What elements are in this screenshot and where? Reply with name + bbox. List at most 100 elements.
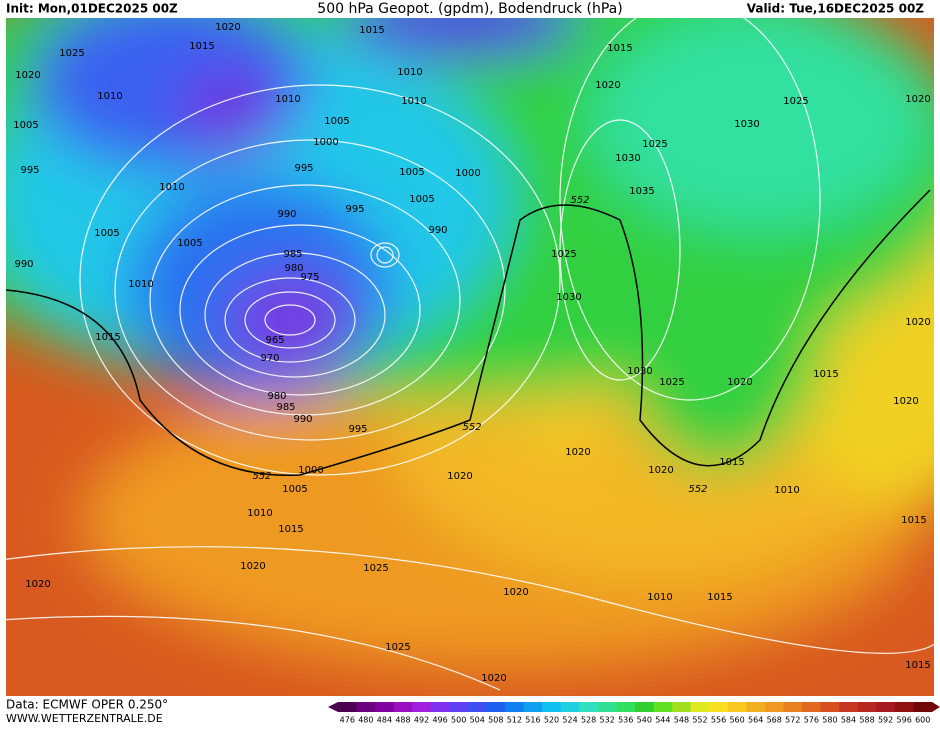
colorbar-label: 532 — [600, 716, 615, 725]
colorbar-swatch — [820, 702, 840, 712]
colorbar-label: 588 — [859, 716, 874, 725]
contour-label: 552 — [252, 471, 271, 482]
colorbar-swatch — [894, 702, 914, 712]
isobar-label: 1010 — [774, 485, 799, 496]
colorbar-label: 556 — [711, 716, 726, 725]
colorbar-label: 540 — [637, 716, 652, 725]
colorbar-swatch — [690, 702, 710, 712]
isobar-label: 1010 — [397, 67, 422, 78]
isobar-label: 1025 — [59, 48, 84, 59]
colorbar-swatch — [839, 702, 859, 712]
isobar-label: 1035 — [629, 186, 654, 197]
isobar-label: 1020 — [25, 579, 50, 590]
isobar-label: 1025 — [363, 563, 388, 574]
valid-time: Valid: Tue,16DEC2025 00Z — [747, 2, 925, 16]
colorbar-label: 524 — [562, 716, 577, 725]
isobar-label: 1005 — [399, 167, 424, 178]
isobar-label: 1025 — [783, 96, 808, 107]
isobar-label: 1015 — [707, 592, 732, 603]
colorbar-swatch — [783, 702, 803, 712]
colorbar-label: 516 — [525, 716, 540, 725]
isobar-label: 1015 — [905, 660, 930, 671]
isobar-label: 1015 — [189, 41, 214, 52]
colorbar-swatch — [393, 702, 413, 712]
isobar-label: 1030 — [615, 153, 640, 164]
colorbar-label: 584 — [841, 716, 856, 725]
isobar-label: 1005 — [13, 120, 38, 131]
isobar-label: 1000 — [313, 137, 338, 148]
colorbar-label: 496 — [432, 716, 447, 725]
isobar-label: 990 — [293, 414, 312, 425]
isobar-label: 1005 — [409, 194, 434, 205]
isobar-label: 965 — [265, 335, 284, 346]
contour-label: 552 — [570, 195, 589, 206]
isobar-label: 1025 — [659, 377, 684, 388]
colorbar-label: 552 — [692, 716, 707, 725]
colorbar-swatch — [505, 702, 525, 712]
isobar-label: 985 — [276, 402, 295, 413]
isobar-label: 1020 — [565, 447, 590, 458]
colorbar-label: 500 — [451, 716, 466, 725]
colorbar-swatch — [356, 702, 376, 712]
isobar-label: 995 — [20, 165, 39, 176]
colorbar-arrow-right — [932, 702, 940, 712]
colorbar-label: 476 — [340, 716, 355, 725]
contour-label: 552 — [462, 422, 481, 433]
contour-label: 552 — [688, 484, 707, 495]
isobar-label: 1000 — [298, 465, 323, 476]
colorbar-label: 548 — [674, 716, 689, 725]
isobar-label: 1010 — [647, 592, 672, 603]
isobar-label: 1020 — [481, 673, 506, 684]
isobar-label: 1030 — [734, 119, 759, 130]
colorbar-label: 504 — [470, 716, 485, 725]
colorbar-label: 536 — [618, 716, 633, 725]
isobar-label: 1005 — [177, 238, 202, 249]
colorbar-swatch — [412, 702, 432, 712]
colorbar-swatch — [467, 702, 487, 712]
colorbar-label: 580 — [822, 716, 837, 725]
isobar-label: 1025 — [385, 642, 410, 653]
map-title: 500 hPa Geopot. (gpdm), Bodendruck (hPa) — [317, 1, 622, 17]
isobar-label: 985 — [283, 249, 302, 260]
colorbar-swatch — [375, 702, 395, 712]
colorbar-swatch — [857, 702, 877, 712]
colorbar-swatch — [616, 702, 636, 712]
colorbar-swatch — [338, 702, 358, 712]
colorbar-swatch — [523, 702, 543, 712]
colorbar-label: 560 — [729, 716, 744, 725]
colorbar-label: 564 — [748, 716, 763, 725]
isobar-label: 1015 — [901, 515, 926, 526]
data-source: Data: ECMWF OPER 0.250° — [6, 698, 168, 712]
colorbar-label: 512 — [507, 716, 522, 725]
isobar-label: 990 — [14, 259, 33, 270]
isobar-label: 1015 — [813, 369, 838, 380]
colorbar-label: 520 — [544, 716, 559, 725]
colorbar-arrow-left — [328, 702, 338, 712]
isobar-label: 1020 — [905, 317, 930, 328]
isobars — [6, 18, 934, 691]
colorbar-swatch — [709, 702, 729, 712]
isobar-label: 1025 — [642, 139, 667, 150]
colorbar-swatch — [727, 702, 747, 712]
colorbar-label: 576 — [804, 716, 819, 725]
isobar-label: 1015 — [278, 524, 303, 535]
isobar-label: 970 — [260, 353, 279, 364]
colorbar-label: 508 — [488, 716, 503, 725]
isobar-label: 1010 — [275, 94, 300, 105]
isobar-label: 990 — [277, 209, 296, 220]
isobar-label: 990 — [428, 225, 447, 236]
isobar-label: 980 — [267, 391, 286, 402]
isobar-label: 1020 — [727, 377, 752, 388]
isobar-label: 1005 — [282, 484, 307, 495]
colorbar-label: 544 — [655, 716, 670, 725]
colorbar-swatch — [486, 702, 506, 712]
isobar-label: 1020 — [893, 396, 918, 407]
isobar-label: 1020 — [240, 561, 265, 572]
isobar-label: 1020 — [15, 70, 40, 81]
isobar-label: 1005 — [324, 116, 349, 127]
colorbar-label: 596 — [897, 716, 912, 725]
colorbar-swatch — [876, 702, 896, 712]
colorbar-label: 528 — [581, 716, 596, 725]
isobar-label: 1005 — [94, 228, 119, 239]
colorbar-swatch — [542, 702, 562, 712]
